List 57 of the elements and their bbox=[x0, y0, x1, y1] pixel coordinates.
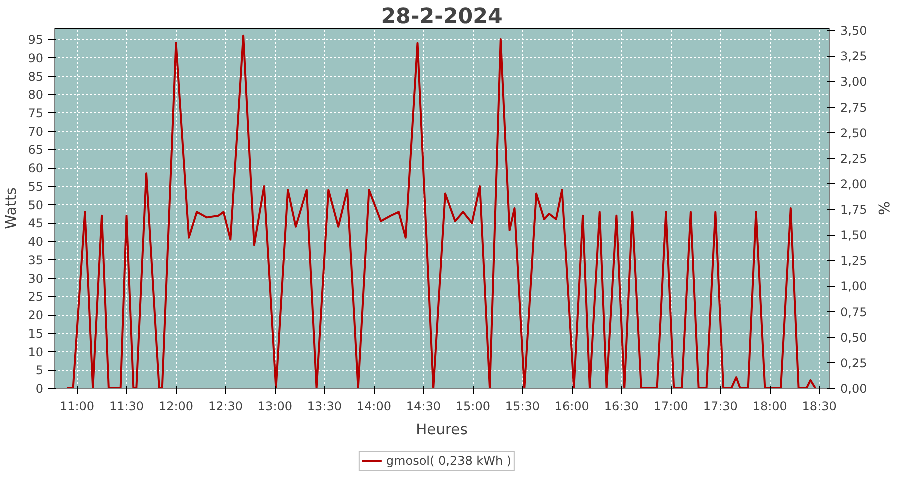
y-tick-label: 5 bbox=[36, 364, 44, 378]
y-tick-label: 10 bbox=[28, 345, 44, 360]
y2-tick-label: 3,25 bbox=[840, 50, 868, 64]
y-tick-label: 80 bbox=[28, 88, 44, 102]
x-tick-label: 18:30 bbox=[802, 400, 837, 414]
x-tick-label: 18:00 bbox=[752, 400, 788, 414]
chart-title: 28-2-2024 bbox=[381, 4, 503, 30]
y-tick-label: 30 bbox=[28, 272, 44, 286]
legend-label: gmosol( 0,238 kWh ) bbox=[386, 454, 512, 468]
x-tick-label: 14:00 bbox=[356, 400, 392, 414]
x-tick-label: 16:00 bbox=[554, 400, 590, 414]
y2-tick-label: 1,00 bbox=[840, 280, 868, 294]
y2-tick-label: 1,25 bbox=[840, 254, 868, 268]
y-tick-label: 60 bbox=[28, 162, 44, 176]
y-tick-label: 15 bbox=[28, 326, 44, 341]
y-tick-label: 45 bbox=[28, 216, 44, 231]
y2-tick-label: 2,00 bbox=[840, 177, 868, 192]
x-tick-label: 12:30 bbox=[208, 400, 244, 414]
x-tick-label: 11:00 bbox=[60, 400, 95, 414]
x-tick-label: 14:30 bbox=[406, 400, 441, 414]
y2-tick-label: 3,00 bbox=[840, 75, 868, 90]
y-tick-label: 85 bbox=[28, 70, 44, 84]
line-series bbox=[66, 34, 817, 388]
y-tick-label: 20 bbox=[28, 308, 44, 323]
y2-tick-label: 2,75 bbox=[840, 100, 868, 115]
x-tick-label: 11:30 bbox=[109, 400, 144, 414]
x-tick-label: 13:00 bbox=[258, 400, 293, 414]
y2-tick-label: 0,75 bbox=[840, 305, 868, 320]
y-tick-label: 55 bbox=[28, 180, 44, 194]
y-tick-label: 95 bbox=[28, 33, 44, 48]
x-tick-label: 12:00 bbox=[158, 400, 194, 414]
y2-tick-label: 2,25 bbox=[840, 152, 868, 166]
y2-tick-label: 0,50 bbox=[840, 330, 868, 345]
y2-axis-title: % bbox=[875, 202, 892, 216]
x-tick-label: 17:00 bbox=[654, 400, 688, 414]
y-tick-label: 65 bbox=[28, 143, 44, 158]
y2-tick-label: 3,50 bbox=[840, 24, 868, 38]
y-tick-label: 0 bbox=[36, 382, 44, 396]
y2-tick-label: 0,00 bbox=[840, 382, 868, 396]
y2-tick-label: 2,50 bbox=[840, 126, 868, 140]
y2-tick-label: 1,50 bbox=[840, 228, 868, 243]
y-tick-label: 40 bbox=[28, 235, 44, 250]
x-tick-label: 15:00 bbox=[456, 400, 490, 414]
y2-tick-label: 0,25 bbox=[840, 356, 868, 370]
y-tick-label: 90 bbox=[28, 51, 44, 66]
y-axis-title: Watts bbox=[3, 188, 20, 230]
y-tick-label: 25 bbox=[28, 290, 44, 304]
y-tick-label: 75 bbox=[28, 106, 44, 120]
y-tick-label: 70 bbox=[28, 124, 44, 139]
x-axis-title: Heures bbox=[416, 422, 468, 438]
x-tick-label: 13:30 bbox=[307, 400, 342, 414]
x-tick-label: 15:30 bbox=[505, 400, 540, 414]
y-tick-label: 50 bbox=[28, 198, 44, 212]
y-tick-label: 35 bbox=[28, 253, 44, 268]
x-tick-label: 16:30 bbox=[604, 400, 639, 414]
y2-tick-label: 1,75 bbox=[840, 203, 868, 218]
x-tick-label: 17:30 bbox=[703, 400, 738, 414]
